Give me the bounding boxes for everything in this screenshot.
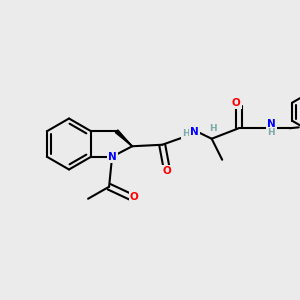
Text: O: O [232, 98, 241, 108]
Text: O: O [162, 166, 171, 176]
Polygon shape [115, 130, 132, 146]
Text: H: H [267, 128, 275, 137]
Text: N: N [190, 127, 199, 137]
Text: H: H [209, 124, 217, 133]
Text: H: H [182, 129, 190, 138]
Text: N: N [267, 119, 275, 129]
Text: O: O [130, 192, 138, 202]
Text: N: N [108, 152, 116, 162]
